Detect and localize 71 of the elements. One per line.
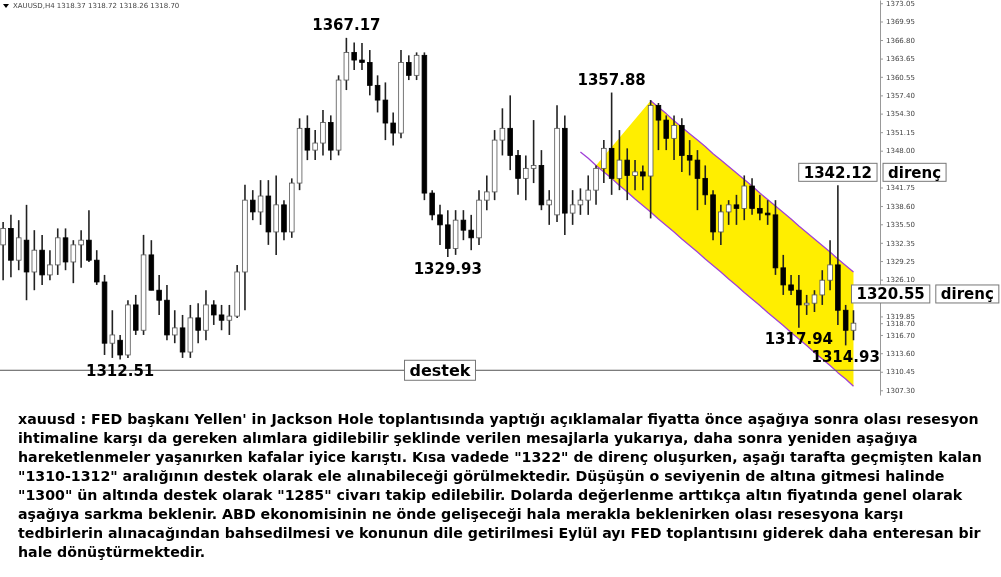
candlestick — [749, 177, 755, 216]
candlestick — [406, 54, 412, 81]
candlestick — [523, 154, 529, 201]
candlestick — [624, 147, 630, 201]
candlestick — [250, 189, 256, 221]
candlestick — [663, 114, 669, 151]
annotation: 1367.17 — [312, 16, 381, 35]
candlestick — [585, 174, 591, 216]
candlestick — [827, 239, 833, 292]
candlestick — [819, 269, 826, 306]
annotation: 1329.93 — [413, 259, 482, 278]
candlestick — [788, 274, 794, 296]
annotation: 1342.12 — [803, 163, 873, 182]
candlestick — [530, 119, 537, 184]
candlestick — [445, 209, 451, 258]
text: direnç — [940, 285, 994, 304]
candlestick — [484, 174, 490, 211]
candlestick — [655, 102, 662, 151]
candlestick — [741, 174, 747, 221]
candlestick — [172, 309, 178, 344]
candlestick — [156, 274, 162, 316]
candlestick — [211, 299, 217, 326]
candlestick — [367, 49, 373, 97]
candlestick — [515, 149, 521, 196]
candlestick — [460, 209, 467, 241]
annotation: 1357.88 — [577, 71, 646, 90]
candlestick — [593, 164, 599, 206]
candlestick — [413, 51, 420, 81]
candlestick — [632, 159, 638, 191]
candlestick — [616, 129, 623, 191]
candlestick — [109, 309, 116, 359]
candlestick — [15, 219, 22, 271]
candlestick — [390, 111, 396, 147]
candlestick — [320, 109, 326, 157]
candlestick — [437, 204, 443, 246]
candlestick — [359, 42, 365, 71]
candlestick — [850, 309, 857, 342]
candlestick — [78, 229, 84, 269]
candlestick — [671, 114, 677, 161]
candlestick — [796, 274, 802, 329]
annotation: 1312.51 — [85, 362, 155, 381]
candlestick — [257, 179, 264, 226]
candlestick — [304, 114, 311, 161]
candlestick — [780, 254, 786, 296]
candlestick — [429, 189, 435, 221]
candlestick — [725, 199, 732, 226]
candlestick — [702, 164, 708, 206]
candlestick — [718, 204, 724, 246]
candlestick — [0, 221, 6, 282]
candlestick — [218, 304, 225, 332]
candlestick — [733, 194, 740, 226]
text: xauusd : FED başkanı Yellen' in Jackson Hole toplantısında yaptığı açıklamalar fiyatta önce aşağıya sonra olası resesyon ihtimaline karşı da gereken alımlara gidilebilir şeklinde verilen mesajlarla yukarıya, daha sonra yeniden aşağıya hareketlenmeler yaşanırken kafalar iyice karıştı. Kısa vadede "1322" de direnç oluşurken, aşağı tarafta geçmişten kalan "1310-1312" aralığının destek olarak ele alınabileceği görülmektedir. Düşüşün o seviyenin de altına gitmesi halinde "1300" ün altında destek olarak "1285" civarı takip edilebilir. Dolarda değerlenme arttıkça altın fiyatında genel olarak aşağıya sarkma beklenir. ABD ekonomisinin ne önde gelişeceği hala merakla beklenirken olası resesyona karşı tedbirlerin alınacağından bahsedilmesi ve konunun dile getirilmesi Eylül ayı FED toplantısını giderek daha enteresan bir hale dönüştürmektedir. — [18, 410, 983, 562]
text: direnç — [888, 163, 942, 182]
candlestick — [86, 209, 92, 263]
candlestick — [757, 194, 763, 221]
candlestick — [312, 129, 318, 161]
candlestick — [70, 239, 77, 284]
candlestick — [546, 189, 552, 226]
candlestick — [351, 41, 357, 71]
candlestick — [117, 334, 123, 361]
candlestick — [842, 304, 849, 347]
annotation: 1320.55 — [856, 285, 925, 304]
candlestick — [640, 164, 646, 191]
candlestick — [195, 302, 201, 344]
ref-line-label: destek — [409, 361, 471, 381]
candlestick — [31, 229, 38, 292]
candlestick — [94, 249, 100, 286]
candlestick — [468, 214, 474, 251]
candlestick — [601, 139, 607, 184]
candlestick — [47, 249, 53, 282]
candlestick — [226, 304, 233, 336]
